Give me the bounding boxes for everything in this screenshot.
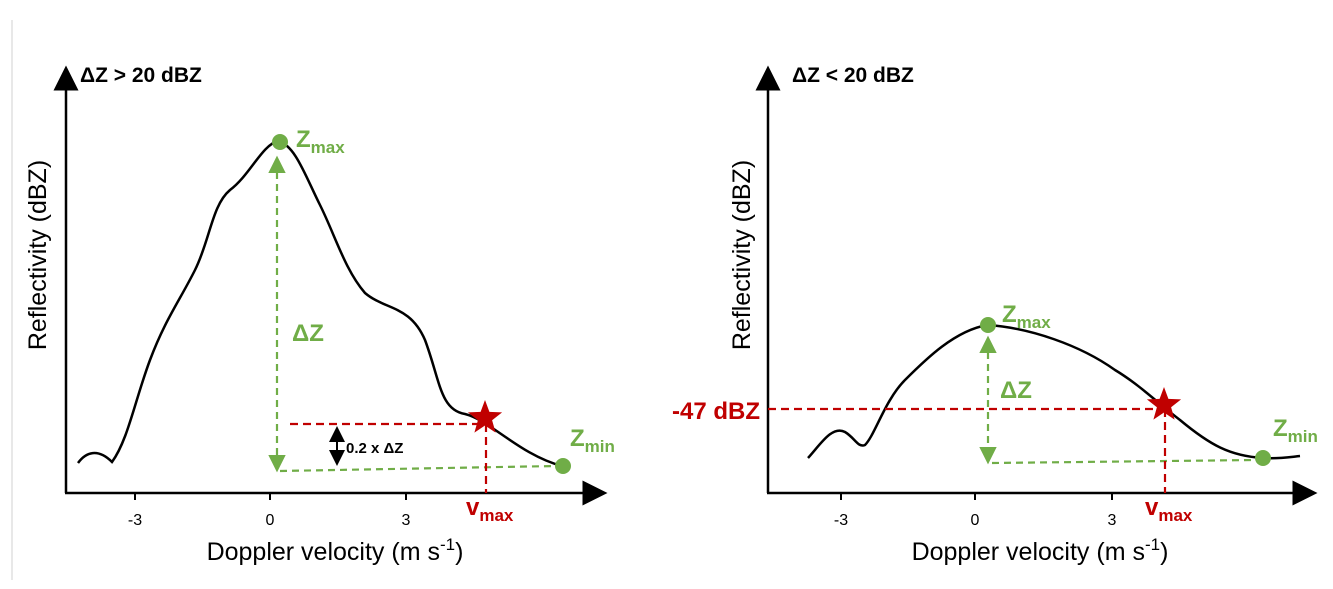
delta-z-label: ΔZ <box>1000 377 1032 404</box>
zmax-main: Z <box>1002 301 1017 328</box>
zmin-sub: min <box>585 437 615 456</box>
delta-z-label: ΔZ <box>292 320 324 347</box>
fraction-label: 0.2 x ΔZ <box>346 440 403 457</box>
panel-right: ΔZ < 20 dBZ -3 0 3 Doppler velocity (m s… <box>672 64 1318 566</box>
y-axis-label: Reflectivity (dBZ) <box>24 160 52 350</box>
zmax-label: Zmax <box>296 126 345 157</box>
zmin-main: Z <box>1273 415 1288 442</box>
zmin-main: Z <box>570 425 585 452</box>
y-axis-label: Reflectivity (dBZ) <box>728 160 756 350</box>
panel-title: ΔZ < 20 dBZ <box>792 64 914 87</box>
vmax-label: vmax <box>1145 494 1193 525</box>
x-label-end: ) <box>455 538 463 566</box>
spectrum-curve <box>807 323 1301 460</box>
tick-label: 0 <box>971 512 980 529</box>
x-label-main: Doppler velocity (m s <box>207 538 440 566</box>
zmin-sub: min <box>1288 427 1318 446</box>
tick-label: -3 <box>834 512 848 529</box>
zmin-guide <box>991 458 1257 465</box>
x-axis-label: Doppler velocity (m s-1) <box>912 535 1169 566</box>
zmax-main: Z <box>296 126 311 153</box>
vmax-label: vmax <box>466 494 514 525</box>
panel-left: ΔZ > 20 dBZ -3 0 3 Doppler velocity (m s… <box>24 64 615 566</box>
zmin-point <box>1255 450 1271 466</box>
tick-label: 3 <box>1108 512 1117 529</box>
tick-label: 0 <box>266 512 275 529</box>
zmax-point <box>272 134 288 150</box>
vmax-star <box>467 400 503 433</box>
threshold-label: -47 dBZ <box>672 398 760 425</box>
x-label-sup: -1 <box>440 535 455 554</box>
tick-label: -3 <box>128 512 142 529</box>
zmin-guide <box>279 464 557 473</box>
zmax-point <box>980 317 996 333</box>
x-label-main: Doppler velocity (m s <box>912 538 1145 566</box>
x-label-sup: -1 <box>1145 535 1160 554</box>
zmax-sub: max <box>311 138 346 157</box>
vmax-main: v <box>1145 494 1159 521</box>
zmin-label: Zmin <box>1273 415 1318 446</box>
vmax-sub: max <box>479 506 514 525</box>
zmin-point <box>555 458 571 474</box>
vmax-main: v <box>466 494 480 521</box>
zmax-sub: max <box>1017 313 1052 332</box>
panel-title: ΔZ > 20 dBZ <box>80 64 202 87</box>
x-axis-label: Doppler velocity (m s-1) <box>207 535 464 566</box>
tick-label: 3 <box>402 512 411 529</box>
zmin-label: Zmin <box>570 425 615 456</box>
vmax-sub: max <box>1158 506 1193 525</box>
vmax-star <box>1146 387 1182 420</box>
x-label-end: ) <box>1160 538 1168 566</box>
zmax-label: Zmax <box>1002 301 1051 332</box>
